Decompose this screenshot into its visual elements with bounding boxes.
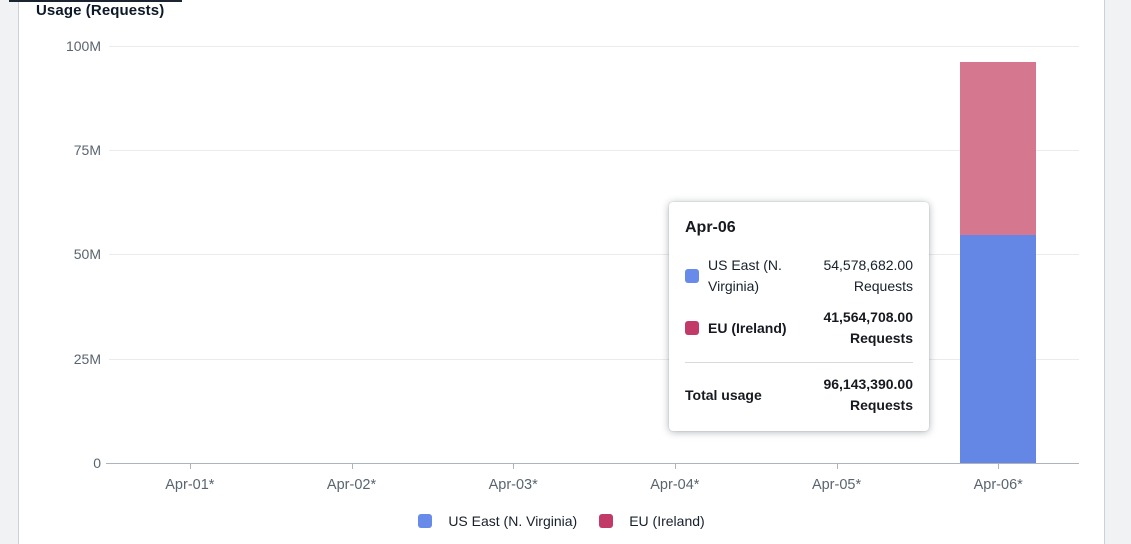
tooltip-series-label: US East (N. Virginia) — [708, 257, 782, 294]
top-border-accent — [9, 0, 182, 2]
gridline-100m — [109, 46, 1079, 47]
tooltip-row-eu-ireland: EU (Ireland) 41,564,708.00 Requests — [685, 307, 913, 349]
x-tick-label: Apr-06* — [973, 477, 1023, 493]
x-tick — [513, 464, 515, 469]
chart-title: Usage (Requests) — [36, 2, 165, 19]
x-tick-label: Apr-01* — [165, 477, 215, 493]
legend-item-eu-ireland[interactable]: EU (Ireland) — [599, 513, 705, 529]
bar-segment-us-east[interactable] — [960, 235, 1036, 463]
bar-segment-eu-ireland[interactable] — [960, 62, 1036, 235]
eu-ireland-swatch-icon — [599, 514, 614, 528]
tooltip-total-unit: Requests — [849, 397, 913, 413]
x-axis-line — [106, 463, 1079, 464]
y-tick-label: 100M — [65, 38, 101, 54]
x-tick-label: Apr-03* — [488, 477, 538, 493]
x-tick — [998, 464, 1000, 469]
legend-label: US East (N. Virginia) — [448, 513, 578, 529]
x-tick-label: Apr-05* — [811, 477, 862, 493]
usage-chart-card: Usage (Requests) 100M 75M 50M 25M 0 Apr-… — [9, 0, 1105, 544]
gridline-50m — [109, 254, 1079, 255]
x-category: Apr-05* — [756, 464, 918, 494]
y-tick-label: 75M — [73, 142, 101, 158]
gridline-25m — [109, 359, 1079, 360]
chart-tooltip: Apr-06 US East (N. Virginia) 54,578,682.… — [669, 202, 929, 431]
y-tick-label: 25M — [73, 351, 101, 367]
x-tick — [351, 464, 353, 469]
x-tick — [189, 464, 191, 469]
x-category: Apr-04* — [594, 464, 756, 494]
tooltip-total-label: Total usage — [685, 387, 762, 403]
chart-legend: US East (N. Virginia) EU (Ireland) — [19, 513, 1104, 529]
x-tick-label: Apr-04* — [650, 477, 700, 493]
tooltip-series-value: 54,578,682.00 — [823, 257, 913, 273]
x-category: Apr-03* — [432, 464, 594, 494]
legend-item-us-east[interactable]: US East (N. Virginia) — [418, 513, 577, 529]
x-tick-label: Apr-02* — [326, 477, 377, 493]
eu-ireland-swatch-icon — [685, 321, 699, 335]
x-category: Apr-01* — [109, 464, 271, 494]
tooltip-title: Apr-06 — [685, 219, 736, 236]
x-tick — [674, 464, 676, 469]
x-axis: Apr-01* Apr-02* Apr-03* Apr-04* Apr-05* … — [109, 464, 1079, 494]
x-category: Apr-02* — [271, 464, 433, 494]
y-tick-label: 50M — [73, 246, 101, 262]
tooltip-total-value: 96,143,390.00 — [823, 376, 913, 392]
tooltip-total-row: Total usage 96,143,390.00 Requests — [685, 374, 913, 416]
gridline-75m — [109, 150, 1079, 151]
us-east-swatch-icon — [685, 269, 699, 283]
y-tick-label: 0 — [93, 455, 101, 471]
x-tick — [836, 464, 838, 469]
bar-apr-06[interactable] — [960, 62, 1036, 463]
us-east-swatch-icon — [418, 514, 433, 528]
x-category: Apr-06* — [917, 464, 1079, 494]
tooltip-series-unit: Requests — [853, 278, 913, 294]
tooltip-row-us-east: US East (N. Virginia) 54,578,682.00 Requ… — [685, 255, 913, 297]
tooltip-series-label: EU (Ireland) — [708, 319, 787, 336]
tooltip-series-unit: Requests — [849, 330, 913, 346]
tooltip-series-value: 41,564,708.00 — [823, 309, 913, 325]
tooltip-divider — [685, 362, 913, 363]
legend-label: EU (Ireland) — [629, 513, 705, 529]
